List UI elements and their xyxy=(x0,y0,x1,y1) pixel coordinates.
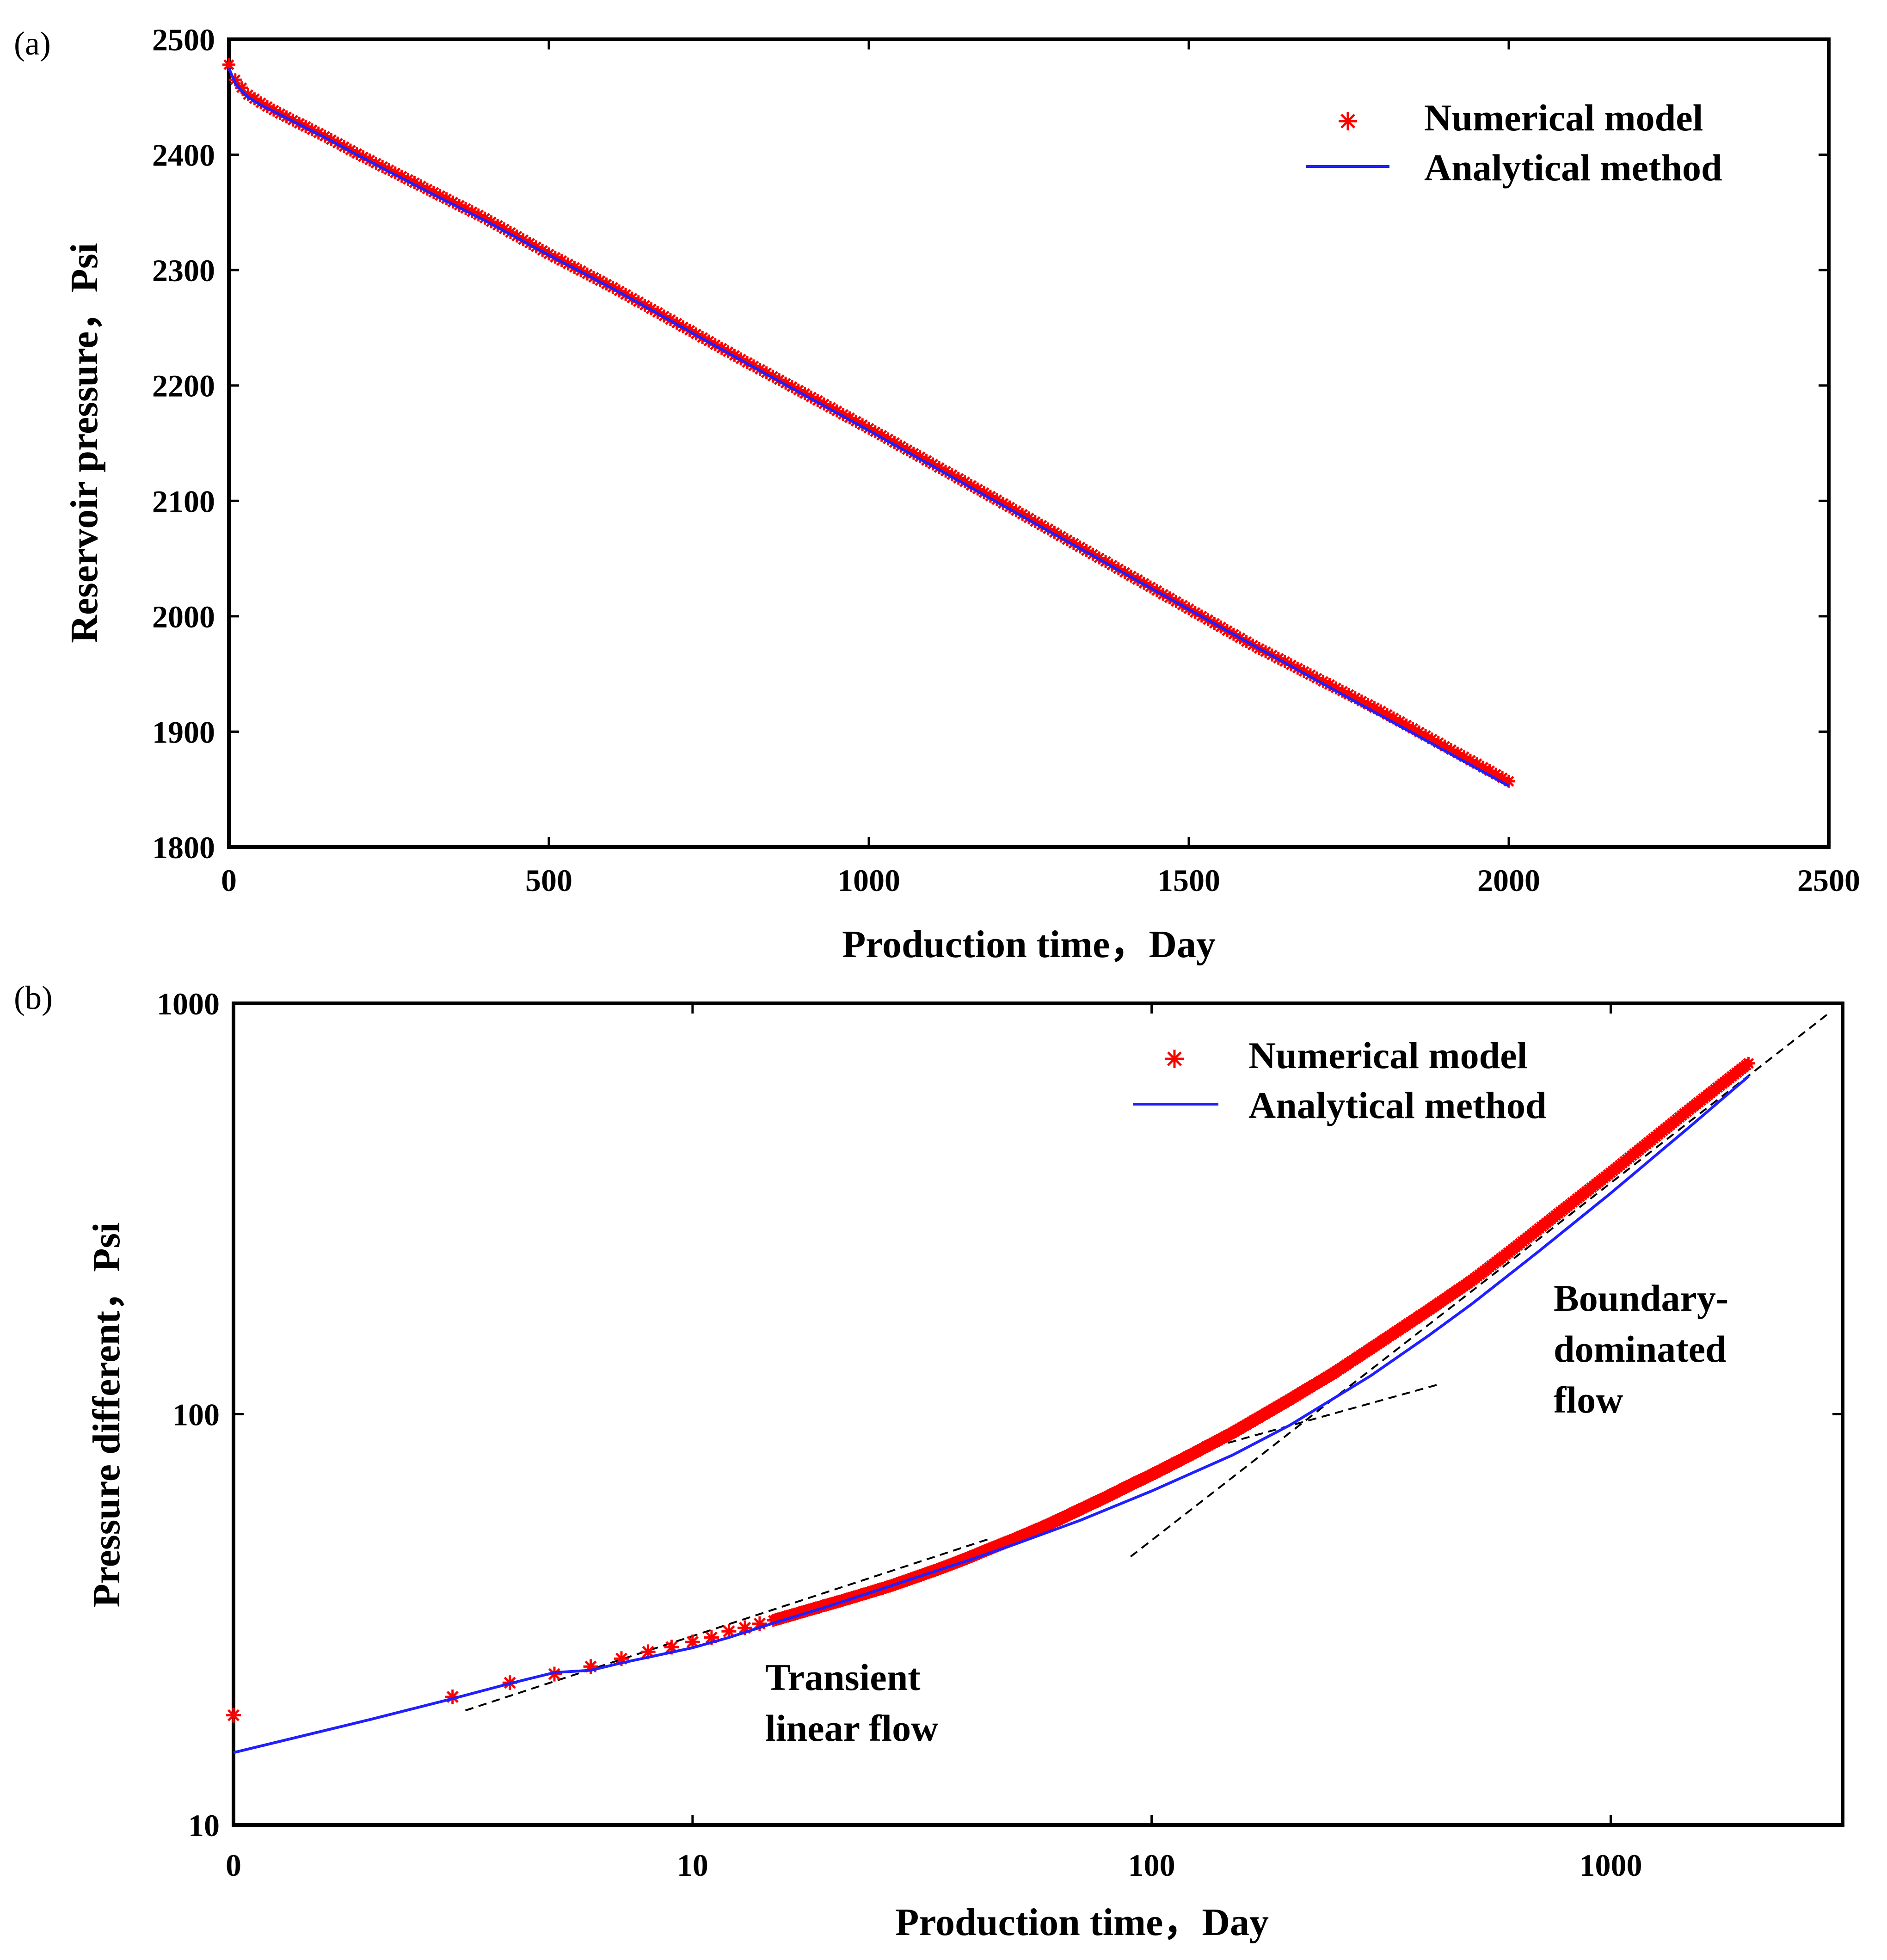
data-point-numerical xyxy=(1742,1057,1755,1070)
y-tick-label: 10 xyxy=(188,1808,220,1843)
plot-a-x-ticks: 0 500 1000 1500 2000 2500 xyxy=(221,39,1860,898)
y-tick-label: 100 xyxy=(172,1397,220,1432)
series-numerical-model xyxy=(226,1057,1755,1723)
panel-b-label: (b) xyxy=(14,979,53,1016)
annotation-transient-line-1: Transient xyxy=(765,1656,921,1698)
y-tick-label: 1800 xyxy=(152,830,215,865)
annotation-boundary-line-1: Boundary- xyxy=(1554,1277,1728,1319)
guide-line-boundary-guide-high xyxy=(1130,1012,1831,1558)
legend-b-numerical-marker xyxy=(1165,1050,1184,1068)
annotation-transient-line-2: linear flow xyxy=(765,1707,938,1749)
annotation-boundary-line-2: dominated xyxy=(1554,1328,1727,1370)
annotation-transient-linear-flow: Transient linear flow xyxy=(765,1656,938,1749)
plot-a-series xyxy=(222,58,1515,788)
chart-panel-a: (a) 1800 1900 2000 2100 2200 2300 2400 2500 0 50… xyxy=(14,22,1860,966)
x-tick-label: 1000 xyxy=(1579,1848,1642,1883)
x-tick-label: 500 xyxy=(525,863,572,898)
series-analytical-method-line xyxy=(233,1075,1750,1754)
y-tick-label: 1000 xyxy=(157,986,220,1021)
y-tick-label: 2400 xyxy=(152,138,215,173)
x-tick-label: 0 xyxy=(226,1848,241,1883)
x-tick-label: 10 xyxy=(677,1848,708,1883)
plot-a-frame xyxy=(227,37,1831,849)
x-tick-label: 100 xyxy=(1128,1848,1175,1883)
guide-line-transient-guide xyxy=(465,1537,993,1712)
x-tick-label: 2500 xyxy=(1797,863,1860,898)
plot-a-y-axis-label: Reservoir pressure，Psi xyxy=(63,243,106,643)
x-tick-label: 1500 xyxy=(1157,863,1220,898)
legend-asterisk xyxy=(1165,1050,1184,1068)
y-tick-label: 2100 xyxy=(152,484,215,519)
y-tick-label: 1900 xyxy=(152,714,215,750)
plot-b-y-axis-label: Pressure different，Psi xyxy=(85,1223,128,1608)
annotation-boundary-dominated-flow: Boundary- dominated flow xyxy=(1554,1277,1728,1421)
x-tick-label: 1000 xyxy=(837,863,900,898)
y-tick-label: 2300 xyxy=(152,253,215,288)
plot-b-series xyxy=(226,1012,1831,1754)
plot-a-y-ticks: 1800 1900 2000 2100 2200 2300 2400 2500 xyxy=(152,22,1829,865)
x-tick-label: 2000 xyxy=(1477,863,1540,898)
plot-b-x-axis-label: Production time，Day xyxy=(895,1901,1269,1944)
data-point-numerical xyxy=(222,58,235,71)
annotation-boundary-line-3: flow xyxy=(1554,1379,1623,1421)
guide-line-boundary-guide-low xyxy=(1187,1383,1438,1455)
plot-b-legend: Numerical model Analytical method xyxy=(1133,1034,1547,1126)
legend-a-numerical-label: Numerical model xyxy=(1424,97,1703,139)
legend-a-numerical-marker xyxy=(1339,112,1357,130)
series-analytical-method-line xyxy=(227,68,1510,787)
data-point-numerical xyxy=(226,1708,241,1723)
y-tick-label: 2000 xyxy=(152,599,215,634)
legend-b-analytical-label: Analytical method xyxy=(1248,1084,1547,1126)
plot-a-x-axis-label: Production time，Day xyxy=(842,923,1216,966)
y-tick-label: 2200 xyxy=(152,369,215,404)
plot-b-y-ticks: 10 100 1000 xyxy=(157,986,1843,1843)
x-tick-label: 0 xyxy=(221,863,237,898)
plot-a-legend: Numerical model Analytical method xyxy=(1306,97,1722,189)
plot-b-x-ticks: 0 10 100 1000 xyxy=(226,1003,1642,1883)
panel-a-label: (a) xyxy=(14,25,51,62)
legend-asterisk xyxy=(1339,112,1357,130)
y-tick-label: 2500 xyxy=(152,22,215,57)
legend-b-numerical-label: Numerical model xyxy=(1248,1034,1527,1076)
legend-a-analytical-label: Analytical method xyxy=(1424,147,1722,189)
